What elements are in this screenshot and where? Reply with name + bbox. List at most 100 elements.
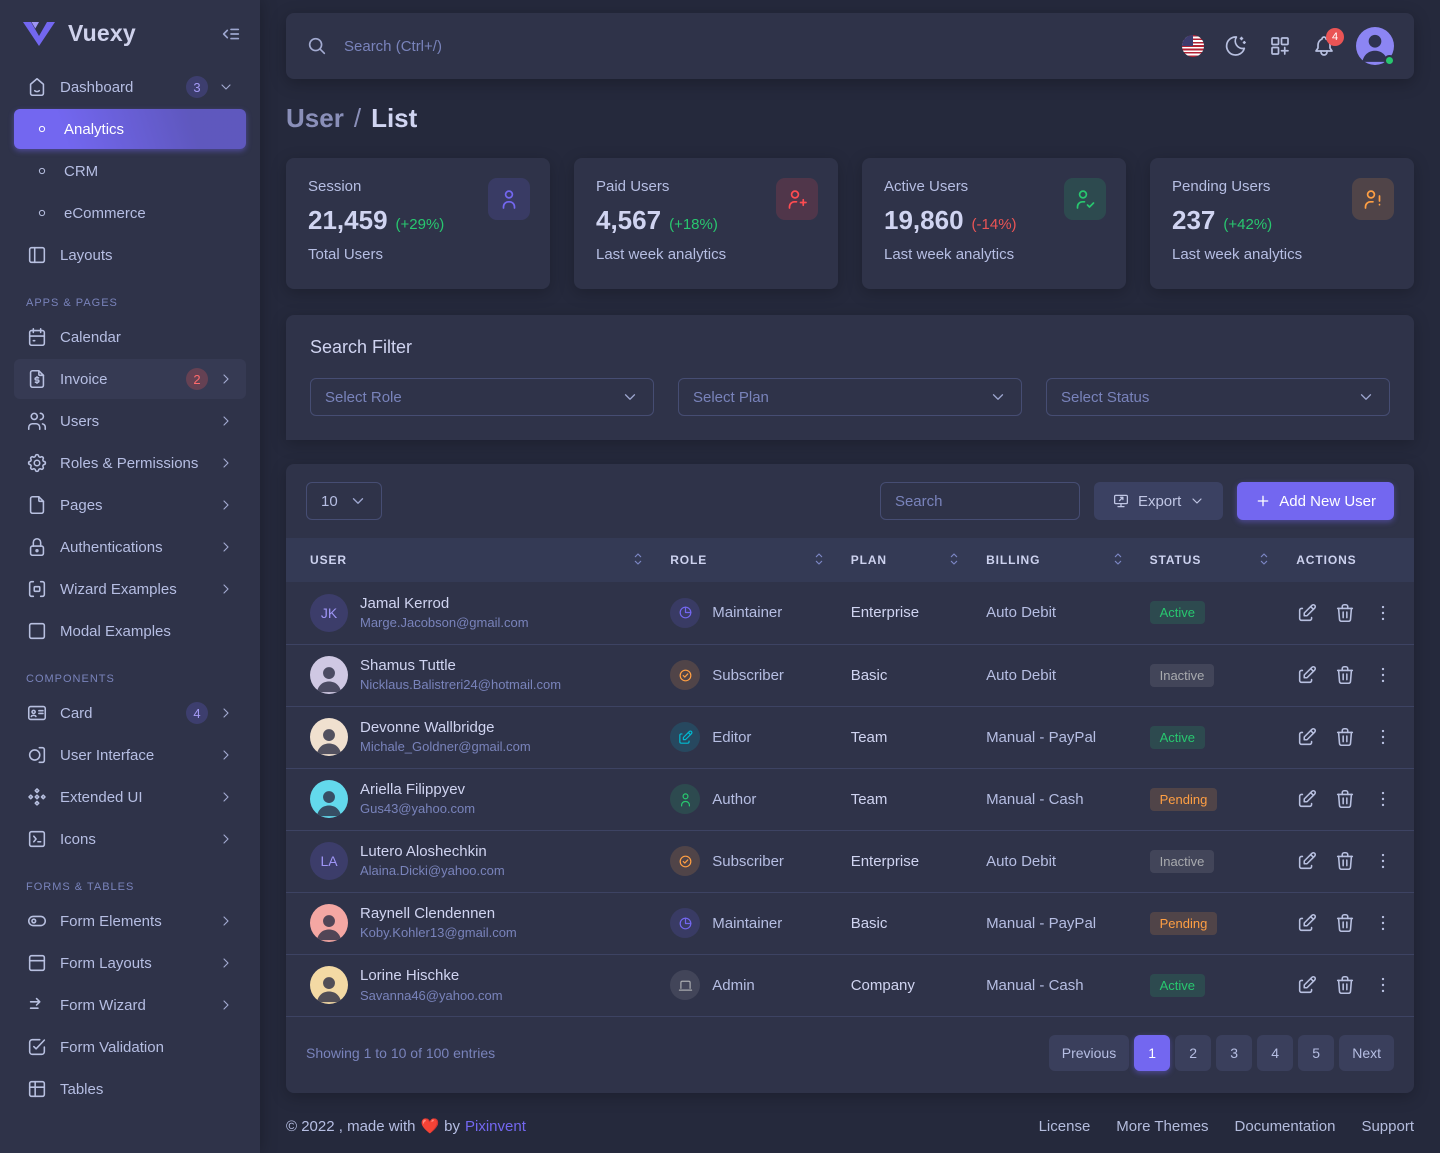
breadcrumb-parent[interactable]: User xyxy=(286,103,344,133)
column-header-role[interactable]: Role xyxy=(670,551,826,569)
more-options-icon[interactable] xyxy=(1372,602,1394,624)
select-status-select[interactable]: Select Status xyxy=(1046,378,1390,416)
sidebar-item-authentications[interactable]: Authentications xyxy=(14,527,246,567)
sidebar-item-layouts[interactable]: Layouts xyxy=(14,235,246,275)
select-role-select[interactable]: Select Role xyxy=(310,378,654,416)
pagination-page-1[interactable]: 1 xyxy=(1134,1035,1171,1071)
sidebar-item-dashboard[interactable]: Dashboard 3 xyxy=(14,67,246,107)
plan-value: Enterprise xyxy=(850,604,920,622)
delete-icon[interactable] xyxy=(1334,664,1356,686)
sidebar-item-form-validation[interactable]: Form Validation xyxy=(14,1027,246,1067)
add-new-user-button[interactable]: Add New User xyxy=(1237,482,1394,520)
sidebar-item-ecommerce[interactable]: eCommerce xyxy=(14,193,246,233)
page-size-select[interactable]: 10 xyxy=(306,482,382,520)
sidebar-item-card[interactable]: Card 4 xyxy=(14,693,246,733)
delete-icon[interactable] xyxy=(1334,726,1356,748)
breadcrumb-separator: / xyxy=(353,103,362,133)
sidebar-item-users[interactable]: Users xyxy=(14,401,246,441)
edit-icon[interactable] xyxy=(1296,726,1318,748)
column-header-billing[interactable]: Billing xyxy=(986,551,1126,569)
sidebar-item-user-interface[interactable]: User Interface xyxy=(14,735,246,775)
footer-link-license[interactable]: License xyxy=(1038,1117,1091,1135)
edit-icon[interactable] xyxy=(1296,974,1318,996)
global-search[interactable] xyxy=(306,35,1182,57)
pagination-page-5[interactable]: 5 xyxy=(1298,1035,1335,1071)
dot-icon xyxy=(32,119,52,139)
apps-grid-icon[interactable] xyxy=(1268,34,1292,58)
sidebar-collapse-icon[interactable] xyxy=(220,23,242,45)
sidebar-item-roles-permissions[interactable]: Roles & Permissions xyxy=(14,443,246,483)
pagination-page-4[interactable]: 4 xyxy=(1257,1035,1294,1071)
language-flag-icon[interactable] xyxy=(1182,35,1204,57)
more-options-icon[interactable] xyxy=(1372,726,1394,748)
edit-icon[interactable] xyxy=(1296,788,1318,810)
more-options-icon[interactable] xyxy=(1372,664,1394,686)
footer-link-more-themes[interactable]: More Themes xyxy=(1116,1117,1209,1135)
users-table: User Role Plan Billing Status Actions JK Jamal… xyxy=(286,538,1414,1016)
status-badge: Pending xyxy=(1149,911,1218,935)
more-options-icon[interactable] xyxy=(1372,788,1394,810)
pagination-next[interactable]: Next xyxy=(1339,1035,1394,1071)
edit-icon[interactable] xyxy=(1296,664,1318,686)
sidebar-item-crm[interactable]: CRM xyxy=(14,151,246,191)
more-options-icon[interactable] xyxy=(1372,974,1394,996)
plan-value: Basic xyxy=(850,666,888,684)
more-options-icon[interactable] xyxy=(1372,850,1394,872)
user-info: Shamus Tuttle Nicklaus.Balistreri24@hotma… xyxy=(360,656,561,694)
stat-value: 19,860 xyxy=(884,205,964,235)
pagination-page-3[interactable]: 3 xyxy=(1216,1035,1253,1071)
footer-link-support[interactable]: Support xyxy=(1361,1117,1414,1135)
column-header-plan[interactable]: Plan xyxy=(851,551,962,569)
pagination-page-2[interactable]: 2 xyxy=(1175,1035,1212,1071)
sidebar-item-form-wizard[interactable]: Form Wizard xyxy=(14,985,246,1025)
sidebar-item-calendar[interactable]: Calendar xyxy=(14,317,246,357)
plan-value: Team xyxy=(850,728,888,746)
filter-selects: Select Role Select Plan Select Status xyxy=(310,378,1390,416)
user-cell: Raynell Clendennen Koby.Kohler13@gmail.co… xyxy=(310,904,646,942)
sidebar-item-invoice[interactable]: Invoice 2 xyxy=(14,359,246,399)
sidebar-item-form-elements[interactable]: Form Elements xyxy=(14,901,246,941)
sidebar-item-icons[interactable]: Icons xyxy=(14,819,246,859)
table-search-input[interactable] xyxy=(879,482,1080,520)
delete-icon[interactable] xyxy=(1334,602,1356,624)
edit-icon[interactable] xyxy=(1296,912,1318,934)
export-button[interactable]: Export xyxy=(1093,482,1224,520)
stat-value: 21,459 xyxy=(308,205,388,235)
column-header-user[interactable]: User xyxy=(310,551,646,569)
row-actions xyxy=(1296,974,1402,996)
delete-icon[interactable] xyxy=(1334,912,1356,934)
sidebar-item-analytics[interactable]: Analytics xyxy=(14,109,246,149)
select-plan-select[interactable]: Select Plan xyxy=(678,378,1022,416)
sidebar-item-form-layouts[interactable]: Form Layouts xyxy=(14,943,246,983)
dark-mode-moon-icon[interactable] xyxy=(1224,34,1248,58)
sidebar-item-modal-examples[interactable]: Modal Examples xyxy=(14,611,246,651)
footer-link-documentation[interactable]: Documentation xyxy=(1234,1117,1336,1135)
sidebar-item-label: eCommerce xyxy=(64,204,146,222)
sidebar-item-wizard-examples[interactable]: Wizard Examples xyxy=(14,569,246,609)
pixinvent-link[interactable]: Pixinvent xyxy=(465,1117,526,1135)
edit-icon[interactable] xyxy=(1296,850,1318,872)
sidebar-item-extended-ui[interactable]: Extended UI xyxy=(14,777,246,817)
global-search-input[interactable] xyxy=(342,36,762,56)
sidebar-item-pages[interactable]: Pages xyxy=(14,485,246,525)
user-avatar[interactable] xyxy=(1356,27,1395,66)
delete-icon[interactable] xyxy=(1334,788,1356,810)
delete-icon[interactable] xyxy=(1334,974,1356,996)
stat-change: (+18%) xyxy=(669,216,718,233)
heart-icon: ❤️ xyxy=(420,1118,440,1135)
plan-value: Basic xyxy=(850,914,888,932)
column-header-status[interactable]: Status xyxy=(1150,551,1273,569)
chevron-right-icon xyxy=(218,997,234,1013)
table-row: Ariella Filippyev Gus43@yahoo.com Author Te… xyxy=(286,767,1414,830)
avatar-photo xyxy=(310,656,348,694)
chevron-down-icon xyxy=(218,79,234,95)
delete-icon[interactable] xyxy=(1334,850,1356,872)
notification-bell-icon[interactable]: 4 xyxy=(1312,28,1344,58)
sidebar-item-tables[interactable]: Tables xyxy=(14,1069,246,1109)
form-layout-icon xyxy=(26,952,48,974)
more-options-icon[interactable] xyxy=(1372,912,1394,934)
edit-icon[interactable] xyxy=(1296,602,1318,624)
pagination-previous[interactable]: Previous xyxy=(1048,1035,1130,1071)
page-size-value: 10 xyxy=(321,492,338,510)
square-icon xyxy=(26,620,48,642)
